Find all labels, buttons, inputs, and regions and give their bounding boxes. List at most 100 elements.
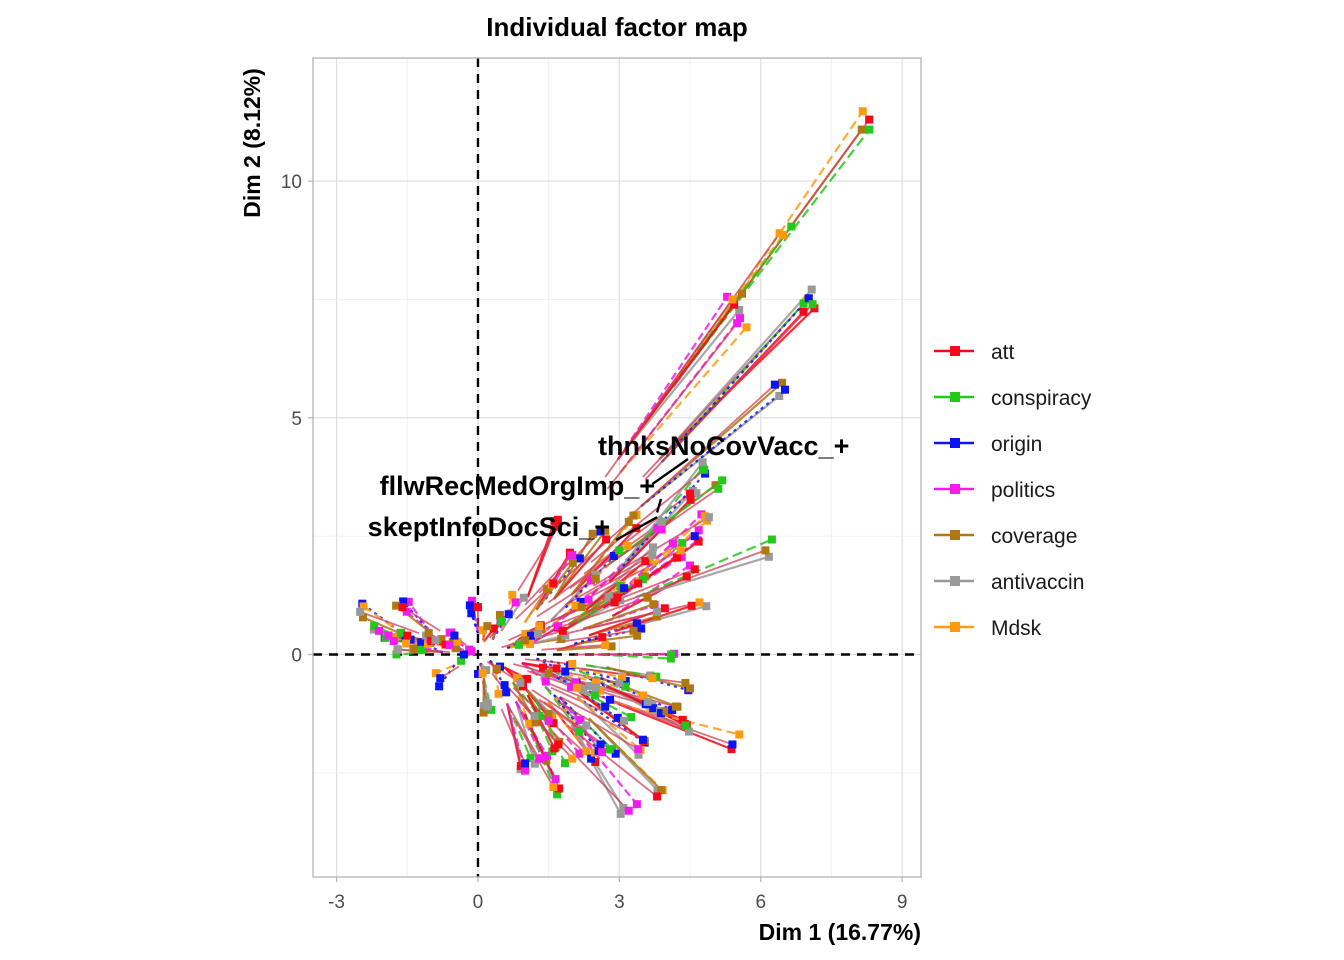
point-antivaccin bbox=[561, 631, 570, 640]
point-conspiracy bbox=[590, 691, 599, 700]
point-origin bbox=[435, 682, 444, 691]
legend-marker-att bbox=[950, 346, 960, 356]
individual-point bbox=[728, 740, 737, 749]
individual-link bbox=[552, 521, 630, 589]
individual-point bbox=[516, 678, 525, 687]
point-origin bbox=[609, 552, 618, 561]
point-Mdsk bbox=[858, 107, 867, 116]
individual-point bbox=[601, 702, 610, 711]
point-Mdsk bbox=[525, 719, 534, 728]
individual-point bbox=[473, 603, 482, 612]
point-coverage bbox=[542, 756, 551, 765]
series-line-politics bbox=[535, 554, 573, 611]
individual-link bbox=[541, 644, 606, 651]
point-origin bbox=[632, 619, 641, 628]
point-coverage bbox=[657, 786, 666, 795]
individual-point bbox=[356, 607, 365, 616]
point-coverage bbox=[778, 378, 787, 387]
point-Mdsk bbox=[402, 639, 411, 648]
individual-point bbox=[535, 622, 544, 631]
point-att bbox=[727, 745, 736, 754]
individual-point bbox=[530, 712, 539, 721]
point-origin bbox=[611, 749, 620, 758]
point-att bbox=[641, 557, 650, 566]
point-antivaccin bbox=[530, 759, 539, 768]
y-tick-label: 0 bbox=[291, 645, 302, 666]
point-coverage bbox=[633, 631, 642, 640]
point-coverage bbox=[424, 629, 433, 638]
series-line-att bbox=[526, 519, 559, 598]
plot-area: thnksNoCovVacc_+ fllwRecMedOrgImp_+ skeptI… bbox=[281, 57, 922, 913]
point-Mdsk bbox=[700, 512, 709, 521]
point-origin bbox=[656, 709, 665, 718]
point-coverage bbox=[685, 684, 694, 693]
point-conspiracy bbox=[638, 575, 647, 584]
y-tick-label: 10 bbox=[281, 172, 302, 193]
point-politics bbox=[584, 595, 593, 604]
point-politics bbox=[736, 314, 745, 323]
series-line-att bbox=[570, 527, 638, 596]
chart-title: Individual factor map bbox=[486, 12, 748, 42]
annotation-label: skeptInfoDocSci_+ bbox=[368, 512, 610, 542]
point-conspiracy bbox=[575, 727, 584, 736]
individual-point bbox=[634, 745, 643, 754]
series-line-Mdsk bbox=[642, 234, 785, 424]
individual-point bbox=[535, 754, 544, 763]
series-line-politics bbox=[544, 685, 582, 721]
series-line-origin bbox=[494, 670, 506, 686]
series-line-Mdsk bbox=[619, 326, 748, 473]
point-conspiracy bbox=[561, 759, 570, 768]
series-line-coverage bbox=[582, 603, 654, 630]
individual-point bbox=[436, 674, 445, 683]
point-Mdsk bbox=[526, 640, 535, 649]
individual-link bbox=[625, 383, 776, 521]
individual-point bbox=[544, 716, 553, 725]
point-antivaccin bbox=[585, 681, 594, 690]
point-att bbox=[552, 664, 561, 673]
individual-link bbox=[606, 322, 738, 490]
axis-ticks: -3 0 3 6 9 0 5 10 bbox=[281, 172, 908, 913]
individual-link bbox=[557, 701, 639, 750]
individual-point bbox=[591, 683, 600, 692]
point-att bbox=[539, 663, 548, 672]
point-coverage bbox=[544, 710, 553, 719]
individual-point bbox=[431, 636, 440, 645]
individual-point bbox=[714, 484, 723, 493]
point-origin bbox=[465, 601, 474, 610]
point-antivaccin bbox=[702, 602, 711, 611]
individual-point bbox=[695, 598, 704, 607]
legend-label-Mdsk: Mdsk bbox=[991, 617, 1042, 640]
point-origin bbox=[399, 597, 408, 606]
point-coverage bbox=[392, 601, 401, 610]
point-antivaccin bbox=[692, 489, 701, 498]
individual-point bbox=[761, 546, 770, 555]
legend-label-origin: origin bbox=[991, 433, 1042, 456]
x-tick-label: 9 bbox=[897, 892, 908, 913]
series-line-conspiracy bbox=[635, 538, 773, 599]
point-politics bbox=[402, 607, 411, 616]
point-Mdsk bbox=[478, 626, 487, 635]
point-coverage bbox=[649, 600, 658, 609]
individual-point bbox=[558, 626, 567, 635]
individual-point bbox=[733, 319, 742, 328]
individual-point bbox=[596, 527, 605, 536]
individual-link bbox=[588, 601, 700, 630]
point-Mdsk bbox=[390, 632, 399, 641]
legend-label-att: att bbox=[991, 341, 1015, 364]
individual-point bbox=[483, 702, 492, 711]
individual-point bbox=[667, 650, 676, 659]
series-line-origin bbox=[565, 666, 627, 683]
individual-point bbox=[403, 631, 412, 640]
point-antivaccin bbox=[735, 305, 744, 314]
point-conspiracy bbox=[787, 222, 796, 231]
legend-item-conspiracy: conspiracy bbox=[934, 387, 1092, 410]
individual-point bbox=[690, 532, 699, 541]
individual-point bbox=[704, 513, 713, 522]
individual-point bbox=[554, 522, 563, 531]
individual-link bbox=[507, 706, 541, 760]
individual-point bbox=[643, 697, 652, 706]
legend-marker-Mdsk bbox=[950, 622, 960, 632]
individual-link bbox=[644, 303, 814, 480]
series-line-conspiracy bbox=[568, 683, 632, 719]
